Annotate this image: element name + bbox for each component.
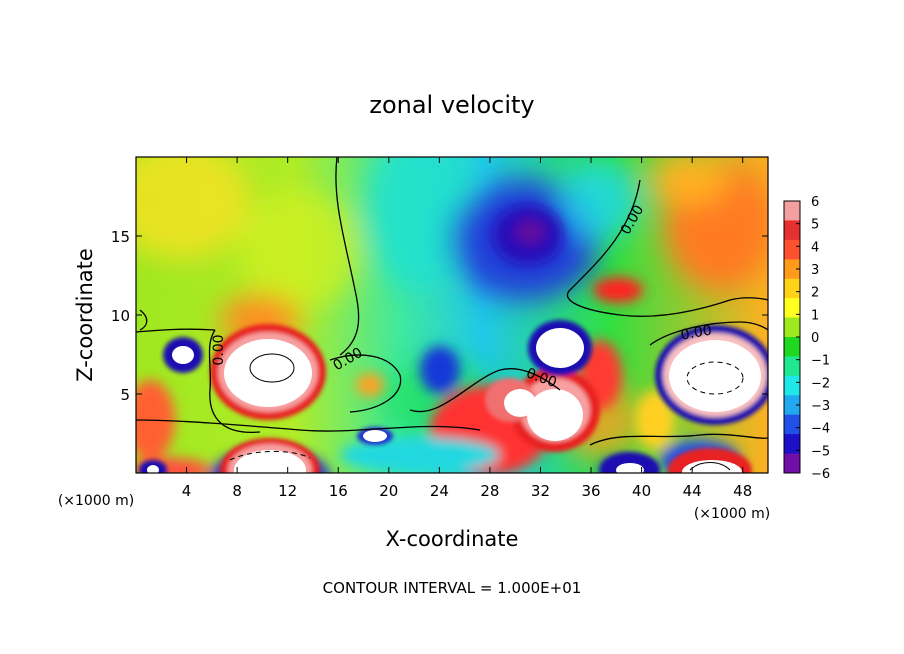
- x-tick-label: 24: [430, 482, 449, 500]
- colorbar-tick-label: −5: [811, 444, 830, 459]
- colorbar-tick-label: 0: [811, 331, 819, 346]
- x-tick-label: 8: [232, 482, 242, 500]
- colorbar-swatch: [784, 375, 800, 396]
- colorbar-tick-label: −1: [811, 354, 830, 369]
- y-axis: 5 10 15: [111, 228, 768, 404]
- colorbar-swatch: [784, 434, 800, 455]
- colorbar-swatch: [784, 239, 800, 260]
- x-axis: 4 8 12 16 20 24 28 32 36 40 44 48: [182, 157, 752, 500]
- x-tick-label: 28: [480, 482, 499, 500]
- x-tick-label: 32: [531, 482, 550, 500]
- colorbar-tick-label: −3: [811, 399, 830, 414]
- colorbar-swatch: [784, 337, 800, 357]
- x-tick-label: 16: [329, 482, 348, 500]
- y-tick-label: 5: [120, 386, 130, 404]
- colorbar-swatch: [784, 395, 800, 416]
- colorbar-swatch: [784, 278, 800, 299]
- contour-label: 0.00: [211, 334, 227, 365]
- x-axis-label: X-coordinate: [386, 527, 519, 551]
- colorbar-tick-label: −4: [811, 422, 830, 437]
- colorbar-swatch: [784, 356, 800, 377]
- colorbar-tick-label: 6: [811, 195, 819, 210]
- y-axis-label: Z-coordinate: [73, 248, 97, 382]
- colorbar-tick-label: 1: [811, 308, 819, 323]
- colorbar-tick-label: 4: [811, 240, 819, 255]
- x-tick-label: 12: [278, 482, 297, 500]
- contour-label: 0.00: [680, 322, 713, 343]
- colorbar-swatch: [784, 414, 800, 435]
- colorbar-tick-label: 2: [811, 286, 819, 301]
- colorbar-tick-label: −2: [811, 376, 830, 391]
- colorbar: 6 5 4 3 2 1 0 −1 −2 −3 −4 −5 −6: [783, 195, 830, 482]
- colorbar-swatch: [784, 453, 800, 474]
- x-unit-label-left: (×1000 m): [58, 493, 134, 509]
- colorbar-swatch: [784, 298, 800, 319]
- colorbar-swatch: [784, 220, 800, 241]
- y-tick-label: 15: [111, 228, 130, 246]
- x-tick-label: 4: [182, 482, 192, 500]
- heatmap-field: [136, 157, 768, 473]
- contour-interval-note: CONTOUR INTERVAL = 1.000E+01: [323, 579, 582, 597]
- colorbar-tick-label: 5: [811, 218, 819, 233]
- x-tick-label: 48: [733, 482, 752, 500]
- colorbar-tick-label: −6: [811, 467, 830, 482]
- colorbar-tick-label: 3: [811, 263, 819, 278]
- x-tick-label: 40: [632, 482, 651, 500]
- x-tick-label: 44: [683, 482, 702, 500]
- colorbar-swatch: [784, 317, 800, 338]
- x-tick-label: 36: [581, 482, 600, 500]
- colorbar-swatch: [784, 201, 800, 221]
- x-unit-label-right: (×1000 m): [694, 506, 770, 522]
- y-tick-label: 10: [111, 307, 130, 325]
- x-tick-label: 20: [379, 482, 398, 500]
- chart-title: zonal velocity: [369, 91, 534, 119]
- colorbar-swatch: [784, 259, 800, 280]
